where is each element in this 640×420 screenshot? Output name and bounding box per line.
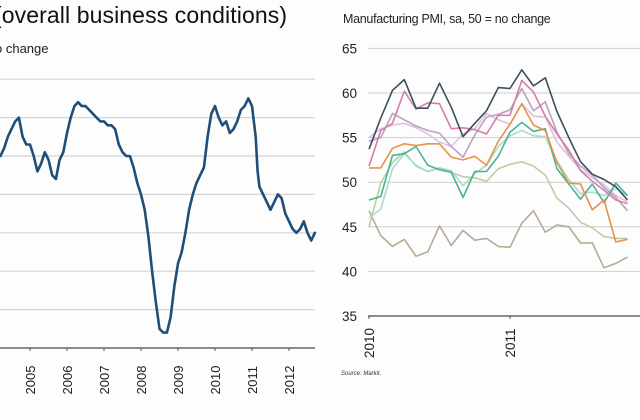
left-chart: 2005 2006 2007 2008 2009 2010 2011 2012	[0, 78, 317, 395]
right-y-tick-label: 65	[342, 41, 357, 56]
right-x-tick-label: 2010	[362, 328, 377, 358]
right-chart-title: Manufacturing PMI, sa, 50 = no change	[343, 12, 551, 26]
right-y-tick-label: 60	[342, 86, 357, 101]
right-series-line	[368, 151, 628, 240]
right-series-line	[368, 121, 629, 204]
right-series-line	[369, 102, 628, 243]
right-y-tick-label: 50	[342, 175, 357, 190]
left-chart-title: (overall business conditions)	[0, 2, 288, 28]
right-series-line	[368, 209, 628, 269]
left-x-tick-label: 2007	[97, 366, 112, 395]
right-series-line	[368, 102, 628, 203]
right-series-line	[368, 69, 629, 201]
right-y-tick-label: 40	[342, 264, 357, 279]
right-series-line	[368, 79, 628, 205]
left-x-tick-label: 2009	[171, 366, 186, 395]
left-x-tick-label: 2012	[282, 366, 297, 395]
right-y-tick-label: 35	[342, 309, 357, 324]
left-x-tick-label: 2008	[134, 366, 149, 395]
left-chart-subtitle: o change	[0, 41, 49, 56]
left-series-line	[0, 97, 317, 334]
right-chart-source: Source: Markit.	[341, 371, 382, 377]
right-x-tick-label: 2011	[503, 328, 518, 357]
right-y-tick-label: 55	[342, 131, 357, 146]
left-x-tick-label: 2011	[245, 366, 260, 394]
right-series-line	[368, 87, 629, 212]
left-x-tick-label: 2005	[23, 366, 38, 395]
right-y-tick-label: 45	[342, 220, 357, 235]
left-x-tick-label: 2006	[60, 366, 75, 395]
left-x-tick-label: 2010	[208, 366, 223, 395]
